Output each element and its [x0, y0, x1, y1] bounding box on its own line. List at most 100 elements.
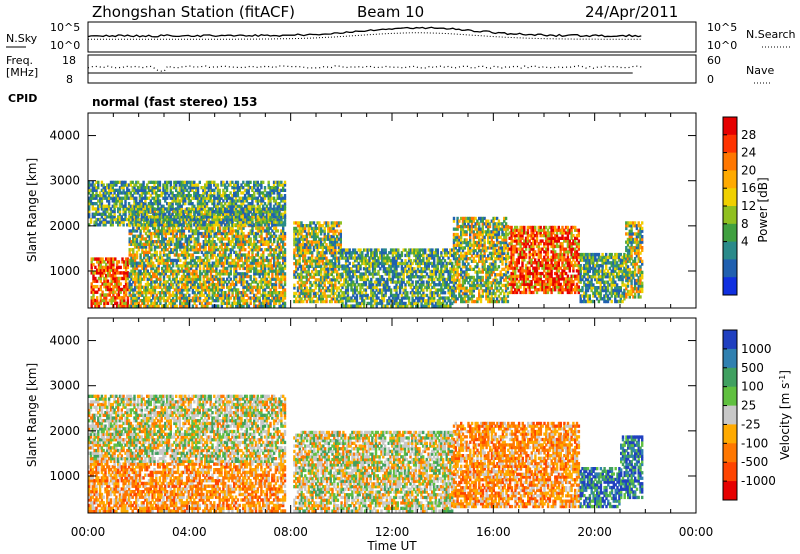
heatmap-cell: [220, 240, 223, 244]
heatmap-cell: [269, 304, 272, 308]
heatmap-cell: [175, 220, 178, 224]
heatmap-cell: [179, 258, 182, 263]
heatmap-cell: [111, 180, 114, 184]
heatmap-cell: [265, 264, 269, 268]
heatmap-cell: [144, 285, 148, 289]
heatmap-cell: [164, 180, 167, 184]
heatmap-cell: [238, 272, 242, 276]
heatmap-cell: [160, 194, 163, 198]
heatmap-cell: [231, 288, 234, 292]
heatmap-cell: [121, 287, 124, 292]
heatmap-cell: [146, 204, 149, 208]
heatmap-cell: [240, 280, 243, 284]
heatmap-cell: [175, 277, 178, 281]
heatmap-cell: [147, 202, 151, 206]
heatmap-cell: [217, 264, 220, 268]
heatmap-cell: [196, 220, 200, 224]
heatmap-cell: [113, 217, 116, 222]
heatmap-cell: [251, 231, 254, 236]
heatmap-cell: [166, 288, 169, 292]
heatmap-cell: [206, 288, 209, 292]
heatmap-cell: [146, 229, 149, 233]
heatmap-cell: [260, 272, 263, 276]
heatmap-cell: [124, 263, 128, 267]
heatmap-cell: [253, 231, 256, 236]
heatmap-cell: [179, 280, 182, 284]
heatmap-cell: [265, 210, 269, 214]
heatmap-cell: [113, 183, 116, 187]
heatmap-cell: [168, 226, 171, 230]
heatmap-cell: [128, 258, 131, 263]
heatmap-cell: [104, 217, 107, 222]
heatmap-cell: [224, 226, 227, 230]
heatmap-cell: [175, 209, 178, 214]
heatmap-cell: [222, 253, 225, 257]
heatmap-cell: [227, 248, 231, 252]
heatmap-cell: [112, 285, 115, 289]
heatmap-cell: [93, 212, 96, 216]
heatmap-cell: [107, 202, 111, 206]
heatmap-cell: [231, 245, 234, 249]
heatmap-cell: [188, 223, 191, 228]
heatmap-cell: [90, 290, 93, 294]
heatmap-cell: [171, 191, 174, 195]
heatmap-cell: [139, 245, 142, 249]
heatmap-cell: [164, 212, 167, 216]
heatmap-cell: [168, 258, 171, 263]
heatmap-cell: [209, 250, 213, 254]
heatmap-cell: [244, 261, 247, 265]
heatmap-cell: [182, 248, 186, 252]
heatmap-cell: [149, 199, 152, 203]
heatmap-cell: [130, 277, 133, 281]
heatmap-cell: [104, 191, 107, 195]
heatmap-cell: [202, 293, 205, 297]
heatmap-cell: [135, 209, 138, 214]
heatmap-cell: [161, 304, 164, 308]
heatmap-cell: [175, 261, 178, 265]
heatmap-cell: [157, 264, 160, 268]
heatmap-cell: [233, 285, 236, 289]
heatmap-cell: [167, 194, 171, 198]
heatmap-cell: [100, 212, 104, 216]
heatmap-cell: [251, 261, 254, 265]
heatmap-cell: [263, 277, 267, 281]
heatmap-cell: [166, 229, 169, 233]
heatmap-cell: [278, 285, 281, 289]
heatmap-cell: [98, 217, 102, 222]
heatmap-cell: [186, 288, 189, 292]
heatmap-cell: [90, 285, 93, 289]
heatmap-cell: [242, 245, 245, 249]
heatmap-cell: [269, 269, 272, 273]
heatmap-cell: [209, 253, 213, 257]
heatmap-cell: [141, 258, 144, 263]
heatmap-cell: [245, 218, 249, 222]
heatmap-cell: [151, 217, 154, 222]
heatmap-cell: [124, 285, 128, 289]
heatmap-cell: [144, 209, 147, 214]
heatmap-cell: [262, 226, 265, 230]
heatmap-cell: [177, 264, 180, 268]
heatmap-cell: [162, 186, 165, 190]
heatmap-cell: [170, 213, 173, 217]
heatmap-cell: [178, 191, 181, 195]
heatmap-cell: [269, 226, 272, 230]
heatmap-cell: [128, 250, 131, 254]
heatmap-cell: [177, 280, 180, 284]
heatmap-cell: [109, 188, 113, 192]
heatmap-cell: [120, 215, 123, 219]
heatmap-cell: [218, 296, 222, 300]
heatmap-cell: [141, 242, 144, 246]
heatmap-cell: [153, 248, 157, 252]
heatmap-cell: [95, 207, 98, 211]
heatmap-cell: [260, 237, 263, 241]
heatmap-cell: [140, 186, 143, 190]
heatmap-cell: [202, 218, 205, 222]
heatmap-cell: [242, 280, 245, 284]
heatmap-cell: [182, 217, 185, 222]
heatmap-cell: [193, 180, 196, 184]
heatmap-cell: [198, 301, 202, 305]
heatmap-cell: [227, 296, 231, 300]
heatmap-cell: [271, 256, 274, 260]
heatmap-cell: [178, 223, 181, 227]
heatmap-cell: [115, 188, 118, 192]
